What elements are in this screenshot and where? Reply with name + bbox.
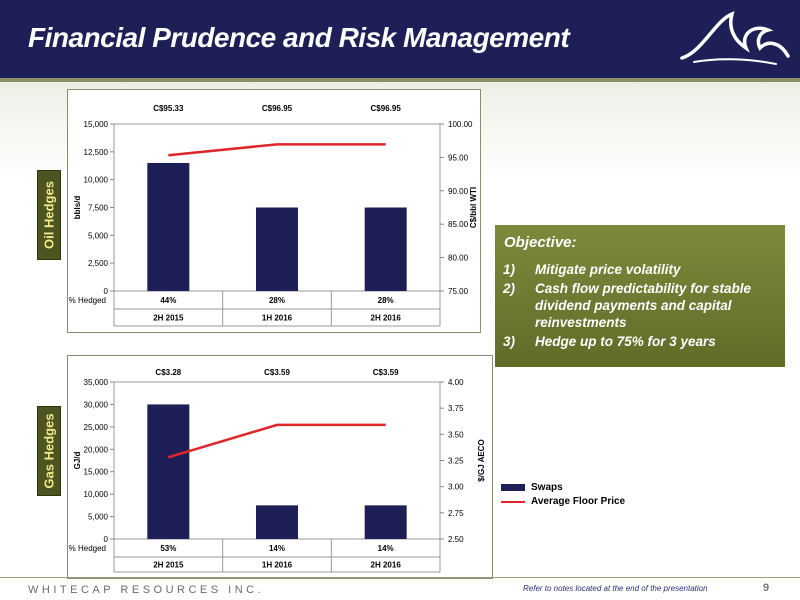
hedged-value: 14% <box>269 544 285 553</box>
price-label: C$3.28 <box>155 368 181 377</box>
y-tick-label: 5,000 <box>88 513 109 522</box>
y2-axis-title: C$/bbl WTI <box>469 187 478 228</box>
y2-tick-label: 100.00 <box>448 120 473 129</box>
hedged-value: 44% <box>160 296 176 305</box>
price-label: C$96.95 <box>371 104 402 113</box>
bar <box>364 207 407 291</box>
page-number: 9 <box>763 582 770 594</box>
oil-hedges-chart-panel: 15,000 12,500 10,000 7,500 5,000 2,500 0 100.00… <box>67 89 481 333</box>
bar <box>147 404 190 539</box>
y2-tick-label: 3.25 <box>448 457 464 466</box>
y2-tick-label: 3.75 <box>448 404 464 413</box>
y-axis-title: bbls/d <box>73 196 82 220</box>
hedged-value: 53% <box>160 544 176 553</box>
header-stripe <box>0 78 800 82</box>
y2-tick-label: 3.50 <box>448 430 464 439</box>
y-tick-label: 25,000 <box>84 423 109 432</box>
y2-tick-label: 80.00 <box>448 254 469 263</box>
y2-tick-label: 2.75 <box>448 509 464 518</box>
objective-text: Cash flow predictability for stable divi… <box>535 281 752 330</box>
legend-floor-swatch <box>501 501 525 503</box>
objective-number: 2) <box>503 281 516 296</box>
category-label: 2H 2016 <box>371 561 402 570</box>
y2-tick-label: 4.00 <box>448 378 464 387</box>
floor-price-line <box>167 423 386 459</box>
y-tick-label: 12,500 <box>84 148 109 157</box>
page-title: Financial Prudence and Risk Management <box>28 22 570 53</box>
price-label: C$96.95 <box>262 104 293 113</box>
price-label: C$3.59 <box>264 368 290 377</box>
y2-tick-label: 2.50 <box>448 535 464 544</box>
y-tick-label: 20,000 <box>84 445 109 454</box>
gas-hedges-chart: 35,000 30,000 25,000 20,000 15,000 10,000 5,00… <box>69 368 486 573</box>
hedged-row-label: % Hedged <box>69 296 106 305</box>
y-tick-label: 7,500 <box>88 204 109 213</box>
y-tick-label: 5,000 <box>88 231 109 240</box>
y2-tick-label: 75.00 <box>448 287 469 296</box>
oil-hedges-chart: 15,000 12,500 10,000 7,500 5,000 2,500 0 100.00… <box>69 104 478 327</box>
y-tick-label: 0 <box>104 287 109 296</box>
gas-hedges-label: Gas Hedges <box>37 406 61 496</box>
legend-swaps-text: Swaps <box>531 482 563 493</box>
category-label: 2H 2016 <box>371 314 402 323</box>
oil-hedges-text: Oil Hedges <box>41 181 57 249</box>
hedged-value: 28% <box>269 296 285 305</box>
legend-floor-text: Average Floor Price <box>531 496 626 507</box>
category-label: 2H 2015 <box>153 561 184 570</box>
objective-title: Objective: <box>504 234 577 251</box>
objective-text: Hedge up to 75% for 3 years <box>535 334 716 349</box>
objective-text: Mitigate price volatility <box>535 262 681 277</box>
y-tick-label: 35,000 <box>84 378 109 387</box>
y-tick-label: 2,500 <box>88 259 109 268</box>
objective-number: 1) <box>503 262 516 277</box>
y-tick-label: 15,000 <box>84 120 109 129</box>
objective-box: Objective: 1) Mitigate price volatility … <box>495 225 785 367</box>
category-label: 2H 2015 <box>153 314 184 323</box>
floor-price-line <box>168 143 386 157</box>
objective-item: 3) Hedge up to 75% for 3 years <box>503 333 779 350</box>
gas-hedges-chart-panel: 35,000 30,000 25,000 20,000 15,000 10,000 5,00… <box>67 355 493 579</box>
y2-tick-label: 3.00 <box>448 483 464 492</box>
y2-axis-title: $/GJ AECO <box>477 439 486 481</box>
gas-hedges-text: Gas Hedges <box>41 413 57 489</box>
oil-hedges-label: Oil Hedges <box>37 170 61 260</box>
hedged-value: 14% <box>378 544 394 553</box>
price-label: C$95.33 <box>153 104 184 113</box>
bar <box>256 207 298 291</box>
company-logo <box>680 11 790 65</box>
y-axis-title: GJ/d <box>73 451 82 469</box>
footer-divider <box>0 577 800 578</box>
bar <box>147 162 190 291</box>
y-tick-label: 30,000 <box>84 400 109 409</box>
objective-item: 2) Cash flow predictability for stable d… <box>503 280 779 331</box>
y2-tick-label: 85.00 <box>448 220 469 229</box>
y2-tick-label: 90.00 <box>448 187 469 196</box>
objective-number: 3) <box>503 334 516 349</box>
y2-tick-label: 95.00 <box>448 153 469 162</box>
footer-note: Refer to notes located at the end of the… <box>523 584 708 593</box>
legend-swaps-swatch <box>501 484 525 491</box>
category-label: 1H 2016 <box>262 561 293 570</box>
header-bar: Financial Prudence and Risk Management <box>0 0 800 78</box>
y-tick-label: 10,000 <box>84 176 109 185</box>
hedged-value: 28% <box>378 296 394 305</box>
bar <box>256 505 298 539</box>
y-tick-label: 0 <box>104 535 109 544</box>
y-tick-label: 10,000 <box>84 490 109 499</box>
y-tick-label: 15,000 <box>84 468 109 477</box>
objective-item: 1) Mitigate price volatility <box>503 261 779 278</box>
category-label: 1H 2016 <box>262 314 293 323</box>
chart-legend: Swaps Average Floor Price <box>497 478 625 512</box>
bar <box>364 505 407 539</box>
hedged-row-label: % Hedged <box>69 544 106 553</box>
objective-list: 1) Mitigate price volatility 2) Cash flo… <box>503 261 779 352</box>
footer-company: WHITECAP RESOURCES INC. <box>28 584 265 596</box>
price-label: C$3.59 <box>373 368 399 377</box>
